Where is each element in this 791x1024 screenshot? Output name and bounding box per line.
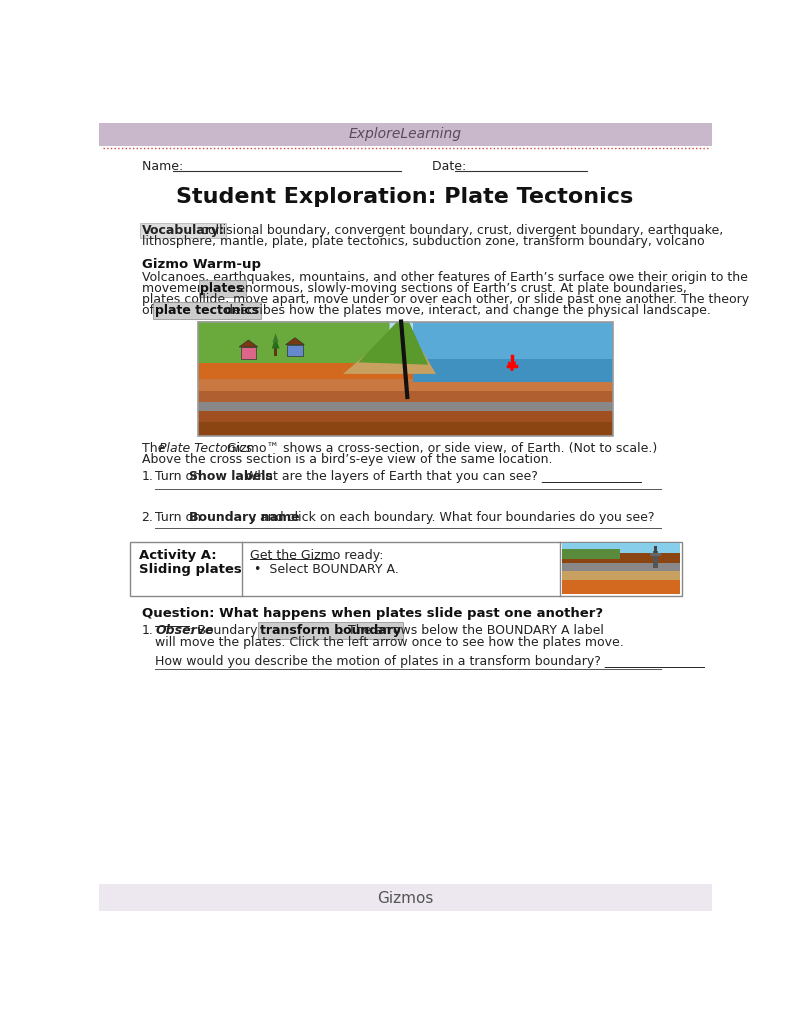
Text: transform boundary: transform boundary <box>260 625 401 637</box>
Polygon shape <box>343 322 436 374</box>
Bar <box>198 322 613 435</box>
Bar <box>198 364 613 379</box>
Bar <box>562 550 620 559</box>
Bar <box>99 123 712 146</box>
Bar <box>99 885 712 911</box>
Text: Volcanoes, earthquakes, mountains, and other features of Earth’s surface owe the: Volcanoes, earthquakes, mountains, and o… <box>142 271 747 285</box>
Text: Gizmos: Gizmos <box>377 891 433 906</box>
Text: plate tectonics: plate tectonics <box>155 304 259 316</box>
Bar <box>198 401 613 411</box>
Bar <box>413 322 613 358</box>
Text: Question: What happens when plates slide past one another?: Question: What happens when plates slide… <box>142 607 603 621</box>
Bar <box>650 553 660 556</box>
Text: How would you describe the motion of plates in a transform boundary? ___________: How would you describe the motion of pla… <box>156 655 706 668</box>
Text: Student Exploration: Plate Tectonics: Student Exploration: Plate Tectonics <box>176 186 634 207</box>
Text: ExploreLearning: ExploreLearning <box>349 127 461 141</box>
Text: plates collide, move apart, move under or over each other, or slide past one ano: plates collide, move apart, move under o… <box>142 293 748 306</box>
Text: will move the plates. Click the left arrow once to see how the plates move.: will move the plates. Click the left arr… <box>156 636 624 648</box>
Text: lithosphere, mantle, plate, plate tectonics, subduction zone, transform boundary: lithosphere, mantle, plate, plate tecton… <box>142 236 704 248</box>
Text: : enormous, slowly-moving sections of Earth’s crust. At plate boundaries,: : enormous, slowly-moving sections of Ea… <box>229 283 687 295</box>
Text: Above the cross section is a bird’s-eye view of the same location.: Above the cross section is a bird’s-eye … <box>142 454 552 466</box>
Text: Activity A:: Activity A: <box>139 550 217 562</box>
Polygon shape <box>358 322 428 365</box>
Bar <box>287 345 303 356</box>
Text: movements of: movements of <box>142 283 236 295</box>
Text: 2.: 2. <box>142 511 153 524</box>
Polygon shape <box>239 340 258 347</box>
Text: Vocabulary:: Vocabulary: <box>142 224 225 237</box>
Text: describes how the plates move, interact, and change the physical landscape.: describes how the plates move, interact,… <box>221 304 711 316</box>
Text: Name:: Name: <box>142 160 187 172</box>
Text: 1.: 1. <box>142 625 153 637</box>
Bar <box>562 563 680 571</box>
Bar <box>562 571 680 581</box>
Text: Sliding plates: Sliding plates <box>139 563 242 577</box>
Bar <box>240 347 256 358</box>
Text: Observe: Observe <box>156 625 214 637</box>
Polygon shape <box>198 322 389 389</box>
Text: Date:: Date: <box>432 160 471 172</box>
Text: : Boundary A is a: : Boundary A is a <box>189 625 300 637</box>
Text: collisional boundary, convergent boundary, crust, divergent boundary, earthquake: collisional boundary, convergent boundar… <box>197 224 724 237</box>
Text: Turn on: Turn on <box>156 511 206 524</box>
Text: The: The <box>142 441 168 455</box>
Bar <box>274 348 277 356</box>
Text: . What are the layers of Earth that you can see? ________________: . What are the layers of Earth that you … <box>237 470 642 483</box>
Text: . The arrows below the BOUNDARY A label: . The arrows below the BOUNDARY A label <box>340 625 604 637</box>
Bar <box>562 581 680 594</box>
Bar <box>198 422 613 435</box>
Bar <box>198 379 613 391</box>
Polygon shape <box>272 333 278 342</box>
Text: plates: plates <box>200 283 244 295</box>
Polygon shape <box>271 337 279 348</box>
Text: Plate Tectonics: Plate Tectonics <box>158 441 252 455</box>
Text: Boundary name: Boundary name <box>189 511 300 524</box>
Bar <box>562 553 680 563</box>
Bar <box>562 544 680 594</box>
Text: •  Select BOUNDARY A.: • Select BOUNDARY A. <box>254 563 399 577</box>
Text: of: of <box>142 304 157 316</box>
Bar <box>198 391 613 401</box>
Bar <box>654 547 657 553</box>
Text: Get the Gizmo ready:: Get the Gizmo ready: <box>250 550 384 562</box>
Text: Gizmo Warm-up: Gizmo Warm-up <box>142 258 260 271</box>
Text: Gizmo™ shows a cross-section, or side view, of Earth. (Not to scale.): Gizmo™ shows a cross-section, or side vi… <box>223 441 657 455</box>
Bar <box>653 551 657 568</box>
Bar <box>198 411 613 422</box>
Polygon shape <box>286 338 305 345</box>
Bar <box>413 322 613 382</box>
Text: Show labels: Show labels <box>189 470 273 483</box>
Bar <box>198 322 613 435</box>
Text: Turn on: Turn on <box>156 470 206 483</box>
Bar <box>130 542 682 596</box>
Text: 1.: 1. <box>142 470 153 483</box>
Text: , and click on each boundary. What four boundaries do you see?: , and click on each boundary. What four … <box>252 511 655 524</box>
